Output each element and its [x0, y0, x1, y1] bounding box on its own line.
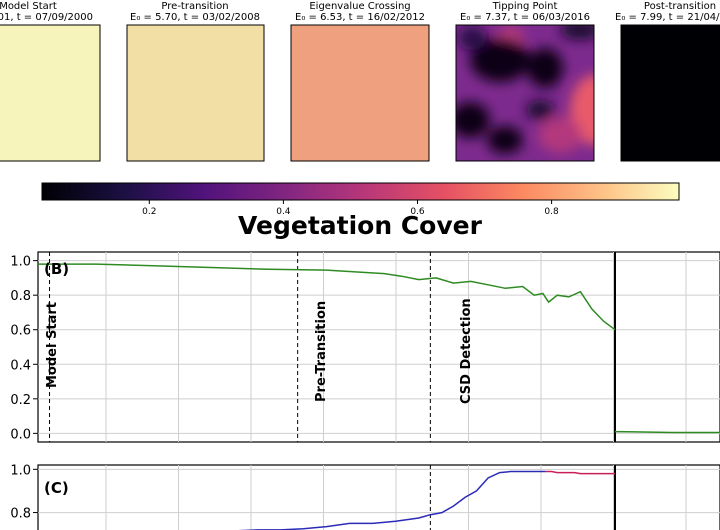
series-line: [545, 470, 615, 475]
panel-title: Eigenvalue Crossing: [309, 1, 410, 12]
colorbar-label: Vegetation Cover: [238, 211, 483, 240]
panel-pre-transition: Pre-transition E₀ = 5.70, t = 03/02/2008: [126, 1, 265, 162]
y-tick-label: 1.0: [10, 255, 31, 270]
series-line: [38, 263, 616, 331]
colorbar-tick-label: 0.4: [276, 207, 291, 217]
panel-title: Post-transition: [644, 1, 716, 12]
colorbar-tick-label: 0.6: [410, 207, 425, 217]
panel-c-label: (C): [44, 479, 69, 497]
panel-subtitle: E₀ = 7.37, t = 06/03/2016: [460, 12, 590, 23]
series-line: [614, 430, 720, 434]
y-tick-label: 0.0: [10, 427, 31, 442]
y-tick-label: 0.8: [10, 289, 31, 304]
colorbar-gradient: [41, 182, 680, 201]
panel-c-event-lines: [429, 465, 616, 530]
panel-title: Tipping Point: [492, 1, 558, 12]
event-label-pre-transition: Pre-Transition: [314, 301, 329, 402]
vegetation-map: [290, 24, 430, 162]
y-tick-label: 1.0: [10, 463, 31, 478]
colorbar-tick-label: 0.2: [142, 207, 156, 217]
panel-b-frame: [37, 251, 720, 443]
panel-subtitle: E₀ = 5.01, t = 07/09/2000: [0, 12, 93, 23]
colorbar-ticks: 0.2 0.4 0.6 0.8: [142, 200, 559, 217]
event-label-model-start: Model Start: [45, 302, 60, 388]
panel-c-frame: [37, 464, 720, 530]
panel-subtitle: E₀ = 7.99, t = 21/04/2020: [615, 12, 720, 23]
panel-eigenvalue-crossing: Eigenvalue Crossing E₀ = 6.53, t = 16/02…: [290, 1, 430, 162]
panel-b-event-lines: [49, 252, 616, 442]
vegetation-patches: [456, 25, 594, 154]
vegetation-map: [620, 24, 720, 162]
panel-subtitle: E₀ = 6.53, t = 16/02/2012: [295, 12, 425, 23]
vegetation-map: [126, 24, 265, 162]
y-tick-label: 0.2: [10, 393, 31, 408]
colorbar-tick-label: 0.8: [544, 207, 559, 217]
panel-c-grid: [38, 465, 720, 530]
colorbar: 0.2 0.4 0.6 0.8 Vegetation Cover: [41, 182, 680, 240]
panel-b-series: [38, 263, 720, 434]
event-label-csd-detection: CSD Detection: [459, 298, 474, 404]
panel-model-start: Model Start E₀ = 5.01, t = 07/09/2000: [0, 1, 101, 162]
y-tick-label: 0.4: [10, 358, 31, 373]
y-tick-label: 0.8: [10, 507, 31, 522]
panel-b-grid: [38, 252, 720, 442]
vegetation-map: [0, 24, 101, 162]
panel-b: 1.0 0.8 0.6 0.4 0.2 0.0 (B) Model Start Pre-T…: [10, 251, 720, 443]
panel-title: Pre-transition: [161, 1, 228, 12]
panel-tipping-point: Tipping Point E₀ = 7.37, t = 06/03/2016: [455, 1, 595, 162]
panel-title: Model Start: [0, 1, 57, 12]
y-tick-label: 0.6: [10, 324, 31, 339]
panel-c: 1.0 0.8 (C): [10, 463, 720, 530]
panel-c-yticks: 1.0 0.8: [10, 463, 38, 522]
panel-subtitle: E₀ = 5.70, t = 03/02/2008: [130, 12, 260, 23]
panel-post-transition: Post-transition E₀ = 7.99, t = 21/04/202…: [615, 1, 720, 162]
panel-b-yticks: 1.0 0.8 0.6 0.4 0.2 0.0: [10, 255, 38, 442]
panel-b-label: (B): [44, 260, 69, 278]
snapshot-row: Model Start E₀ = 5.01, t = 07/09/2000 Pr…: [0, 1, 720, 162]
